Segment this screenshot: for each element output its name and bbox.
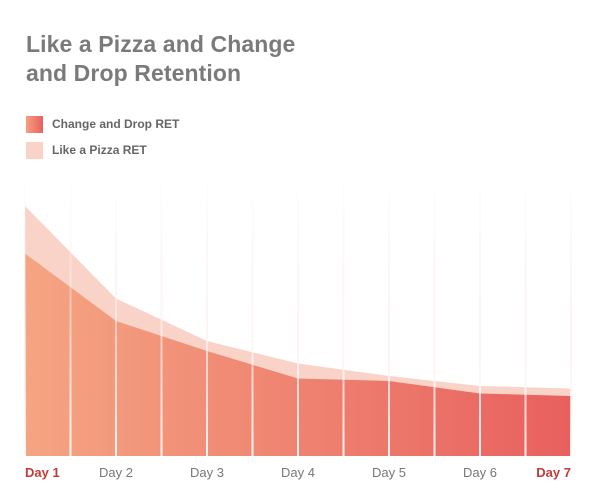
x-tick-label-day-1: Day 1 (25, 465, 60, 480)
legend-swatch-like-a-pizza (26, 141, 43, 159)
legend-label-change-and-drop: Change and Drop RET (52, 117, 180, 131)
grid-line (160, 178, 163, 456)
chart-title: Like a Pizza and Change and Drop Retenti… (26, 30, 446, 88)
legend-item-like-a-pizza: Like a Pizza RET (26, 140, 179, 160)
grid-line (297, 178, 299, 456)
grid-line (206, 178, 208, 456)
legend-label-like-a-pizza: Like a Pizza RET (52, 143, 147, 157)
title-line-1: Like a Pizza and Change (26, 31, 296, 57)
grid-line (433, 178, 436, 456)
x-tick-label-day-4: Day 4 (281, 465, 315, 480)
grid-line (69, 178, 72, 456)
grid-line (24, 178, 26, 456)
x-tick-label-day-5: Day 5 (372, 465, 406, 480)
x-tick-label-day-6: Day 6 (463, 465, 497, 480)
grid-line (479, 178, 481, 456)
legend-item-change-and-drop: Change and Drop RET (26, 114, 179, 134)
grid-line (388, 178, 390, 456)
legend: Change and Drop RET Like a Pizza RET (26, 114, 179, 166)
grid-line (251, 178, 254, 456)
grid-line (115, 178, 117, 456)
x-tick-label-day-2: Day 2 (99, 465, 133, 480)
legend-swatch-change-and-drop (26, 115, 43, 133)
grid-line (524, 178, 527, 456)
x-tick-label-day-3: Day 3 (190, 465, 224, 480)
title-line-2: and Drop Retention (26, 60, 242, 86)
grid-line (570, 178, 572, 456)
grid-line (342, 178, 345, 456)
x-tick-label-day-7: Day 7 (536, 465, 571, 480)
